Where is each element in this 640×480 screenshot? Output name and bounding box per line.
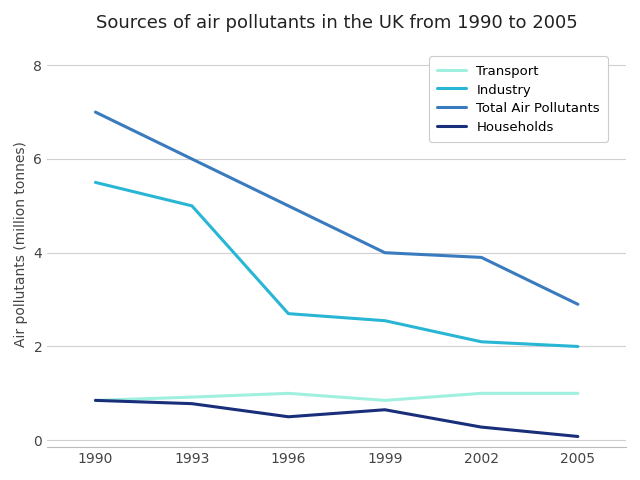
Title: Sources of air pollutants in the UK from 1990 to 2005: Sources of air pollutants in the UK from… [96,14,577,32]
Legend: Transport, Industry, Total Air Pollutants, Households: Transport, Industry, Total Air Pollutant… [429,57,608,142]
Industry [188,203,196,209]
Households [188,401,196,407]
Industry [92,180,99,185]
Total Air Pollutants [477,254,485,260]
Transport [574,390,582,396]
Households [477,424,485,430]
Total Air Pollutants [92,109,99,115]
Industry [574,344,582,349]
Households [574,433,582,439]
Transport [188,394,196,400]
Line: Households: Households [95,400,578,436]
Line: Industry: Industry [95,182,578,347]
Households [92,397,99,403]
Transport [477,390,485,396]
Line: Transport: Transport [95,393,578,400]
Industry [381,318,388,324]
Total Air Pollutants [285,203,292,209]
Households [381,407,388,413]
Households [285,414,292,420]
Industry [285,311,292,316]
Y-axis label: Air pollutants (million tonnes): Air pollutants (million tonnes) [14,142,28,348]
Transport [381,397,388,403]
Industry [477,339,485,345]
Transport [285,390,292,396]
Total Air Pollutants [381,250,388,255]
Transport [92,397,99,403]
Total Air Pollutants [188,156,196,162]
Total Air Pollutants [574,301,582,307]
Line: Total Air Pollutants: Total Air Pollutants [95,112,578,304]
